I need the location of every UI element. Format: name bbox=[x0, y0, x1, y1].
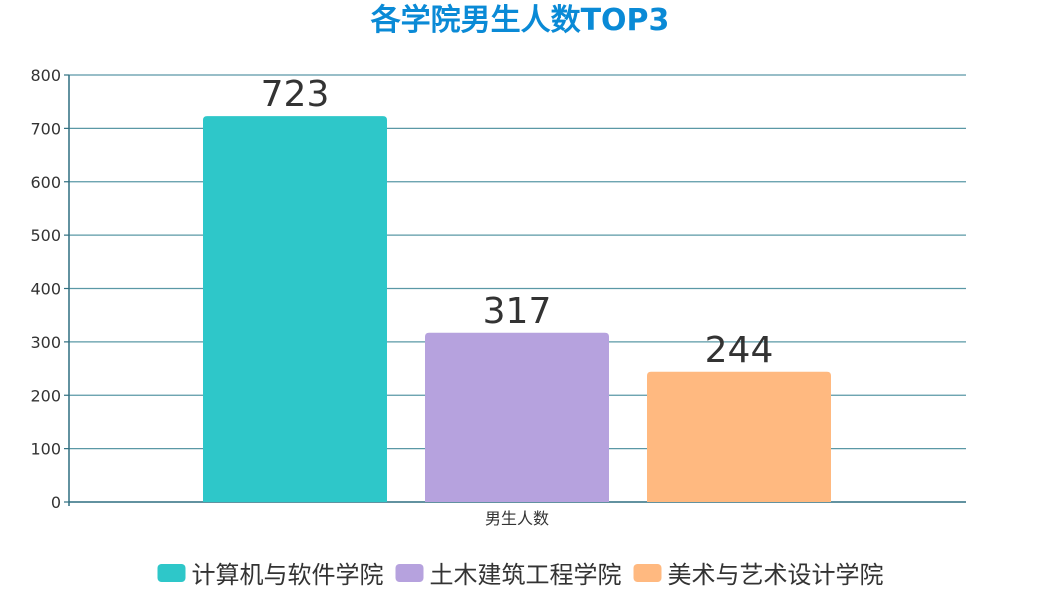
legend-item[interactable]: 美术与艺术设计学院 bbox=[633, 561, 884, 589]
chart-title: 各学院男生人数TOP3 bbox=[370, 3, 670, 38]
data-labels: 723 317 244 bbox=[261, 74, 774, 371]
legend-label: 美术与艺术设计学院 bbox=[668, 561, 884, 589]
legend-label: 土木建筑工程学院 bbox=[430, 561, 622, 589]
legend-swatch bbox=[395, 564, 424, 582]
data-label: 723 bbox=[261, 74, 330, 115]
legend[interactable]: 计算机与软件学院 土木建筑工程学院 美术与艺术设计学院 bbox=[157, 561, 884, 589]
data-label: 317 bbox=[483, 291, 552, 332]
y-tick-label: 0 bbox=[51, 493, 61, 512]
y-tick-label: 800 bbox=[30, 66, 61, 85]
legend-item[interactable]: 计算机与软件学院 bbox=[157, 561, 384, 589]
y-tick-label: 300 bbox=[30, 333, 61, 352]
y-tick-label: 500 bbox=[30, 226, 61, 245]
y-tick-labels: 0 100 200 300 400 500 600 700 800 bbox=[30, 66, 61, 512]
bar bbox=[425, 332, 609, 502]
legend-swatch bbox=[633, 564, 662, 582]
y-tick-label: 600 bbox=[30, 173, 61, 192]
legend-swatch bbox=[157, 564, 186, 582]
legend-label: 计算机与软件学院 bbox=[192, 561, 384, 589]
legend-item[interactable]: 土木建筑工程学院 bbox=[395, 561, 622, 589]
bar bbox=[203, 116, 387, 502]
y-tick-label: 100 bbox=[30, 440, 61, 459]
y-tick-label: 400 bbox=[30, 280, 61, 299]
data-label: 244 bbox=[705, 330, 774, 371]
bars bbox=[203, 116, 831, 502]
y-tick-label: 200 bbox=[30, 386, 61, 405]
x-category-labels: 男生人数 bbox=[485, 509, 549, 528]
y-tick-label: 700 bbox=[30, 119, 61, 138]
bar bbox=[647, 371, 831, 502]
x-category-label: 男生人数 bbox=[485, 509, 549, 528]
